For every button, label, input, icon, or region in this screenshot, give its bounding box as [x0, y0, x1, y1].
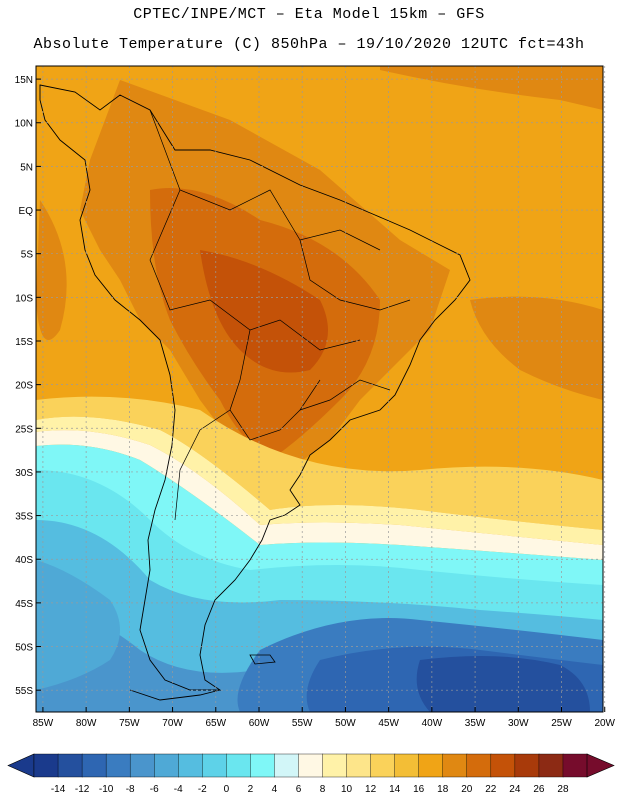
lat-label: 45S — [15, 599, 33, 610]
temperature-field — [36, 66, 603, 712]
legend-label: 4 — [272, 784, 278, 795]
lon-label: 80W — [76, 718, 97, 729]
legend-label: -2 — [198, 784, 207, 795]
title-line-1: CPTEC/INPE/MCT – Eta Model 15km – GFS — [133, 6, 485, 23]
lat-label: 10S — [15, 293, 33, 304]
legend-label: 20 — [461, 784, 473, 795]
legend-swatch — [178, 753, 203, 778]
lon-label: 40W — [422, 718, 443, 729]
legend-label: 22 — [485, 784, 497, 795]
legend-label: 8 — [320, 784, 326, 795]
legend-label: 2 — [248, 784, 254, 795]
legend-label: 6 — [296, 784, 302, 795]
legend-label: 28 — [557, 784, 569, 795]
lon-label: 30W — [508, 718, 529, 729]
lat-label: 55S — [15, 686, 33, 697]
legend-swatch — [154, 753, 179, 778]
lon-label: 60W — [249, 718, 270, 729]
lat-label: 50S — [15, 643, 33, 654]
legend-label: 14 — [389, 784, 401, 795]
legend-label: 26 — [533, 784, 545, 795]
legend-swatch — [490, 753, 516, 778]
lon-label: 75W — [119, 718, 140, 729]
lat-label: 25S — [15, 424, 33, 435]
legend-label: -6 — [150, 784, 159, 795]
legend-swatch — [346, 753, 372, 778]
lon-label: 50W — [335, 718, 356, 729]
legend-swatch — [226, 753, 251, 778]
legend-swatch — [298, 753, 324, 778]
legend-swatch — [250, 753, 276, 778]
legend-swatch — [418, 753, 444, 778]
lat-label: 5N — [20, 162, 33, 173]
lon-label: 55W — [292, 718, 313, 729]
legend-swatch — [394, 753, 420, 778]
legend-label: -12 — [75, 784, 90, 795]
legend-swatch — [322, 753, 348, 778]
legend-label: 10 — [341, 784, 353, 795]
lat-label: EQ — [19, 206, 34, 217]
map-frame — [35, 65, 604, 713]
legend-swatch — [33, 753, 59, 778]
legend-arrow-low — [7, 753, 35, 778]
longitude-labels: 85W 80W 75W 70W 65W 60W 55W 50W 45W 40W 35W 30W 25W 2… — [33, 718, 616, 729]
legend-swatch — [57, 753, 83, 778]
legend-swatch — [514, 753, 540, 778]
legend-swatch — [274, 753, 300, 778]
lon-label: 65W — [205, 718, 226, 729]
lon-label: 70W — [162, 718, 183, 729]
legend-swatch — [466, 753, 492, 778]
grid-lines — [36, 66, 606, 712]
legend-swatch — [202, 753, 227, 778]
lat-label: 10N — [15, 119, 33, 130]
legend-swatch — [129, 753, 155, 778]
legend-label: -4 — [174, 784, 183, 795]
legend-label: -8 — [126, 784, 135, 795]
lon-label: 25W — [551, 718, 572, 729]
legend-swatch — [105, 753, 131, 778]
latitude-labels: 15N 10N 5N EQ 5S 10S 15S 20S 25S 30S 35S 40S 45S 50S 5… — [15, 75, 34, 697]
legend-label: 12 — [365, 784, 377, 795]
lat-label: 30S — [15, 468, 33, 479]
legend-label: -14 — [51, 784, 66, 795]
legend-label: -10 — [99, 784, 114, 795]
legend-label: 24 — [509, 784, 521, 795]
lat-label: 35S — [15, 512, 33, 523]
legend-swatch — [442, 753, 468, 778]
legend-label: 18 — [437, 784, 449, 795]
legend-swatch — [562, 753, 588, 778]
lat-label: 15N — [15, 75, 33, 86]
legend-swatch — [370, 753, 396, 778]
lon-label: 45W — [378, 718, 399, 729]
lon-label: 35W — [465, 718, 486, 729]
color-legend: -14 -12 -10 -8 -6 -4 -2 0 2 4 6 8 10 12 14 16 18 20 22 24 26… — [7, 753, 615, 795]
legend-swatch — [538, 753, 564, 778]
lat-label: 5S — [21, 250, 34, 261]
lon-label: 20W — [594, 718, 615, 729]
title-line-2: Absolute Temperature (C) 850hPa – 19/10/… — [33, 36, 585, 53]
lat-label: 40S — [15, 555, 33, 566]
legend-label: 16 — [413, 784, 425, 795]
legend-arrow-high — [586, 753, 615, 778]
lat-label: 20S — [15, 381, 33, 392]
lon-label: 85W — [33, 718, 54, 729]
legend-label: 0 — [224, 784, 230, 795]
legend-swatch — [81, 753, 107, 778]
lat-label: 15S — [15, 337, 33, 348]
